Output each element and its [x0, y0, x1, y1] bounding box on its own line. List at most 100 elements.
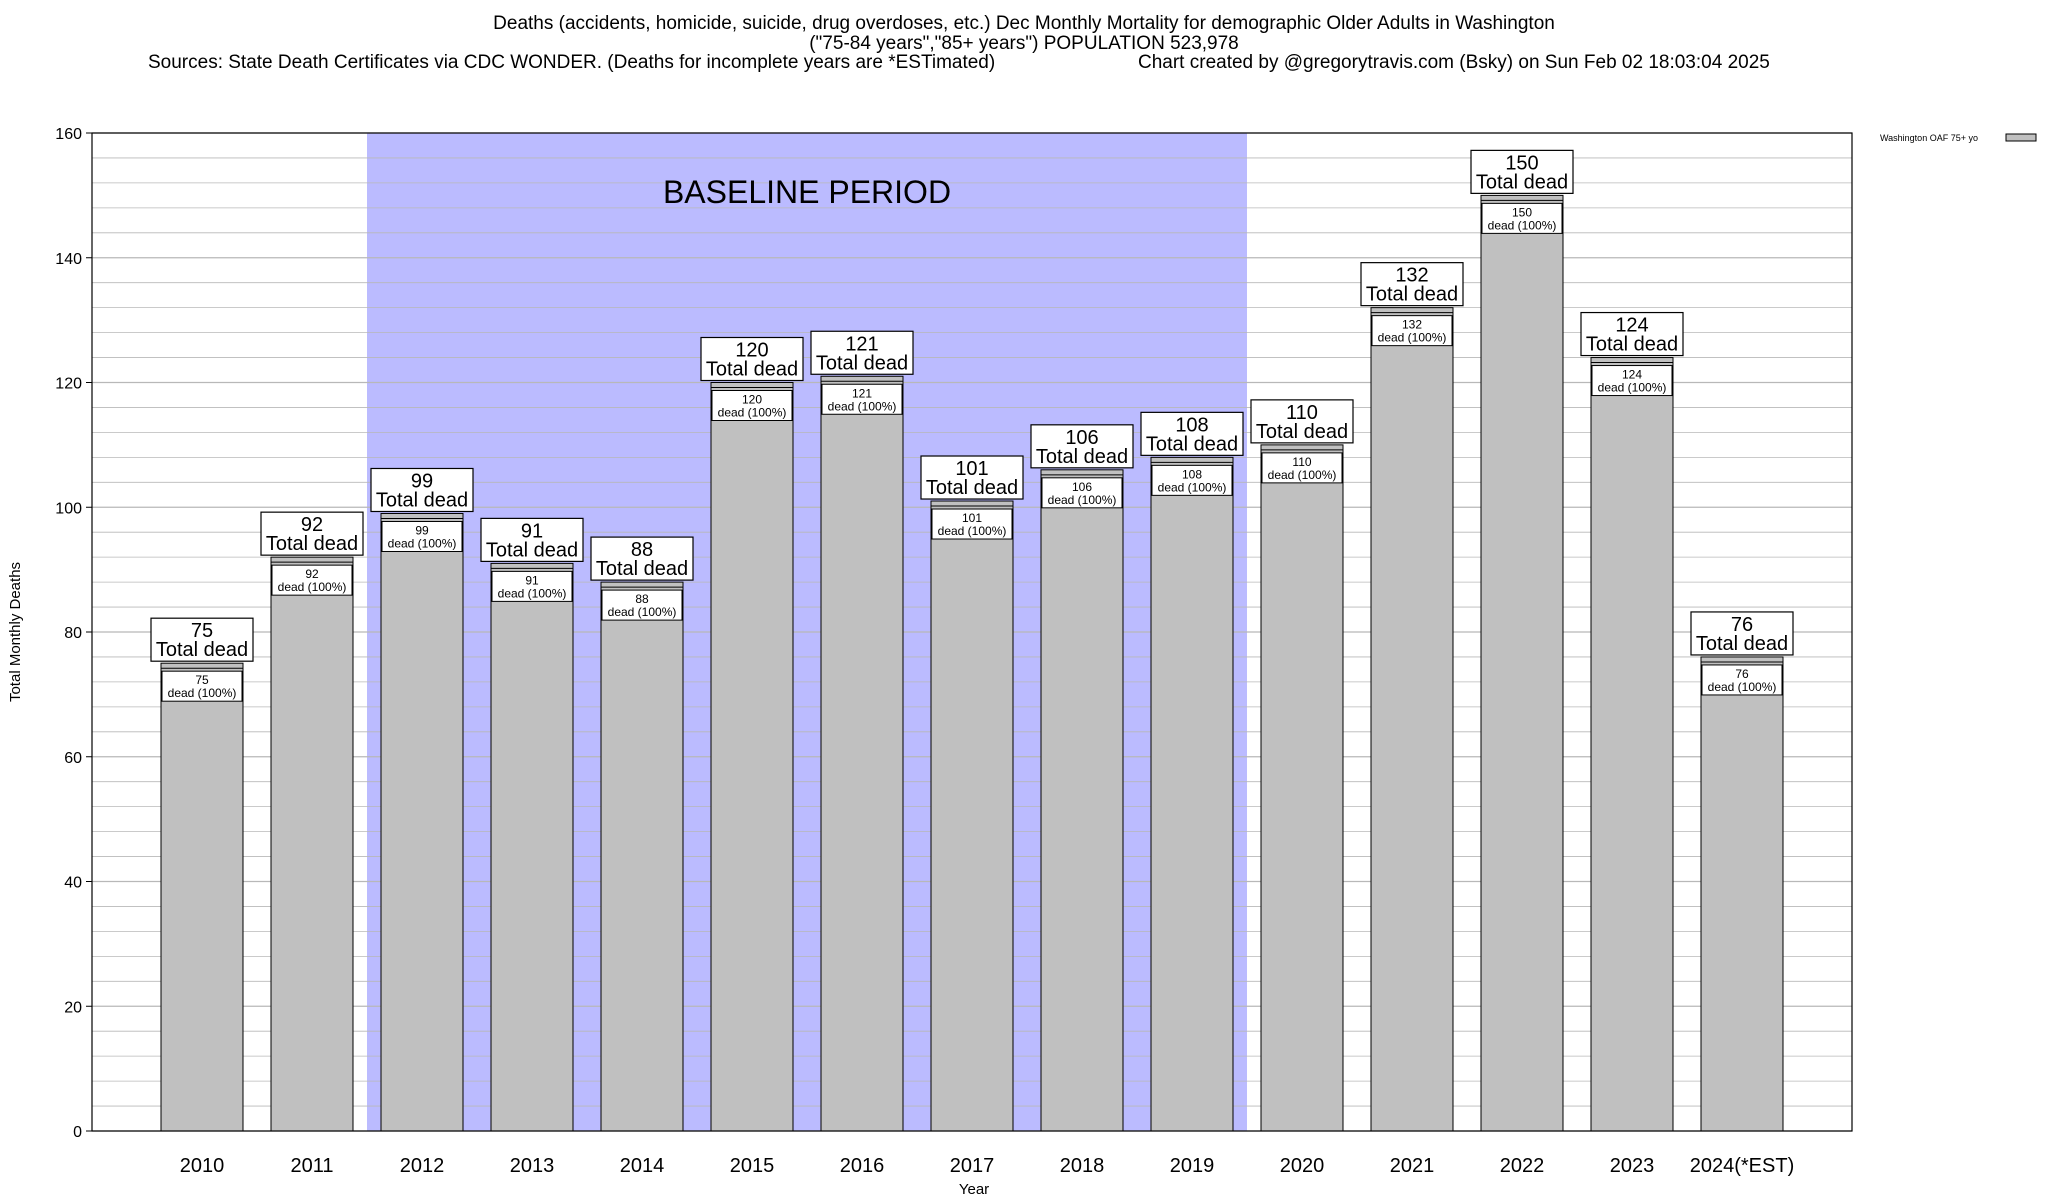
total-label-box: [810, 330, 914, 375]
total-label-box: [480, 517, 584, 562]
x-tick-label: 2020: [1280, 1155, 1325, 1177]
total-value-label: 110: [1286, 402, 1318, 424]
bar: [930, 500, 1014, 1132]
x-tick-label: 2011: [290, 1155, 333, 1177]
total-label-box: [150, 617, 254, 662]
x-tick-label: 2010: [180, 1155, 225, 1177]
total-value-label: 124: [1615, 315, 1648, 337]
inner-value-label: 92: [305, 567, 319, 581]
bar: [1700, 656, 1784, 1132]
inner-value-label: 76: [1735, 667, 1749, 681]
bar: [270, 556, 354, 1132]
inner-value-label: 121: [852, 386, 872, 400]
y-axis-label: Total Monthly Deaths: [7, 562, 24, 702]
inner-label-box: [821, 383, 903, 415]
inner-percent-label: dead (100%): [1598, 381, 1667, 395]
inner-value-label: 108: [1182, 467, 1202, 481]
total-value-label: 108: [1175, 414, 1208, 436]
inner-value-label: 101: [962, 511, 982, 525]
bar: [1370, 307, 1454, 1132]
total-dead-label: Total dead: [266, 533, 358, 555]
y-tick-label: 120: [55, 376, 82, 393]
inner-value-label: 110: [1292, 455, 1311, 469]
bar: [490, 562, 574, 1132]
legend-label: Washington OAF 75+ yo: [1880, 133, 1978, 143]
inner-value-label: 75: [195, 673, 209, 687]
inner-value-label: 120: [742, 393, 762, 407]
total-value-label: 99: [411, 470, 433, 492]
total-dead-label: Total dead: [596, 558, 688, 580]
y-tick-label: 0: [73, 1124, 82, 1141]
y-tick-label: 140: [55, 251, 82, 268]
total-dead-label: Total dead: [1256, 421, 1348, 443]
credit-text: Chart created by @gregorytravis.com (Bsk…: [1138, 52, 1770, 73]
total-value-label: 150: [1505, 152, 1538, 174]
inner-label-box: [381, 520, 463, 552]
inner-label-box: [161, 670, 243, 702]
inner-percent-label: dead (100%): [828, 399, 897, 413]
y-tick-label: 80: [64, 625, 82, 642]
total-value-label: 88: [631, 539, 653, 561]
total-dead-label: Total dead: [376, 489, 468, 511]
total-dead-label: Total dead: [156, 639, 248, 661]
x-tick-label: 2017: [950, 1155, 995, 1177]
y-tick-label: 60: [64, 750, 82, 767]
total-label-box: [1690, 611, 1794, 656]
chart-title: Deaths (accidents, homicide, suicide, dr…: [493, 13, 1555, 34]
inner-percent-label: dead (100%): [608, 605, 677, 619]
x-tick-label: 2022: [1500, 1155, 1545, 1177]
bar: [600, 581, 684, 1132]
inner-label-box: [271, 564, 353, 596]
total-label-box: [1140, 411, 1244, 456]
total-value-label: 120: [735, 340, 768, 362]
inner-label-box: [711, 390, 793, 421]
bar: [1260, 444, 1344, 1132]
total-value-label: 75: [191, 620, 213, 642]
total-value-label: 121: [845, 333, 878, 355]
total-value-label: 92: [301, 514, 323, 536]
legend-swatch: [2005, 133, 2037, 142]
x-tick-label: 2012: [400, 1155, 445, 1177]
x-tick-label: 2024(*EST): [1690, 1155, 1795, 1177]
x-tick-label: 2023: [1610, 1155, 1655, 1177]
inner-value-label: 124: [1622, 368, 1642, 382]
inner-label-box: [491, 570, 573, 602]
inner-label-box: [601, 589, 683, 621]
x-axis-label: Year: [959, 1181, 989, 1198]
inner-percent-label: dead (100%): [718, 406, 787, 420]
x-tick-label: 2013: [510, 1155, 555, 1177]
inner-value-label: 132: [1402, 318, 1422, 332]
inner-value-label: 91: [525, 573, 539, 587]
bar: [1480, 194, 1564, 1132]
bar: [710, 382, 794, 1132]
total-dead-label: Total dead: [816, 352, 908, 374]
inner-label-box: [1701, 664, 1783, 696]
inner-percent-label: dead (100%): [1708, 680, 1777, 694]
total-label-box: [1470, 149, 1574, 194]
total-label-box: [370, 467, 474, 513]
x-tick-label: 2015: [730, 1155, 775, 1177]
total-label-box: [590, 536, 694, 581]
x-tick-label: 2018: [1060, 1155, 1105, 1177]
inner-label-box: [1041, 477, 1123, 509]
total-label-box: [1580, 311, 1684, 357]
inner-percent-label: dead (100%): [278, 580, 347, 594]
total-value-label: 106: [1065, 427, 1098, 449]
total-label-box: [1250, 399, 1354, 444]
inner-percent-label: dead (100%): [1048, 493, 1117, 507]
chart-subtitle: ("75-84 years","85+ years") POPULATION 5…: [809, 33, 1239, 54]
total-value-label: 101: [955, 458, 988, 480]
inner-label-box: [931, 508, 1013, 540]
inner-label-box: [1151, 464, 1233, 496]
total-label-box: [1360, 262, 1464, 307]
total-value-label: 76: [1731, 614, 1753, 636]
total-dead-label: Total dead: [1476, 171, 1568, 193]
inner-label-box: [1481, 202, 1563, 234]
y-tick-label: 20: [64, 999, 82, 1016]
bar: [820, 375, 904, 1132]
y-tick-label: 160: [55, 126, 82, 143]
inner-value-label: 106: [1072, 480, 1092, 494]
inner-percent-label: dead (100%): [938, 524, 1007, 538]
inner-percent-label: dead (100%): [1488, 218, 1557, 232]
baseline-period-label: BASELINE PERIOD: [663, 174, 951, 210]
